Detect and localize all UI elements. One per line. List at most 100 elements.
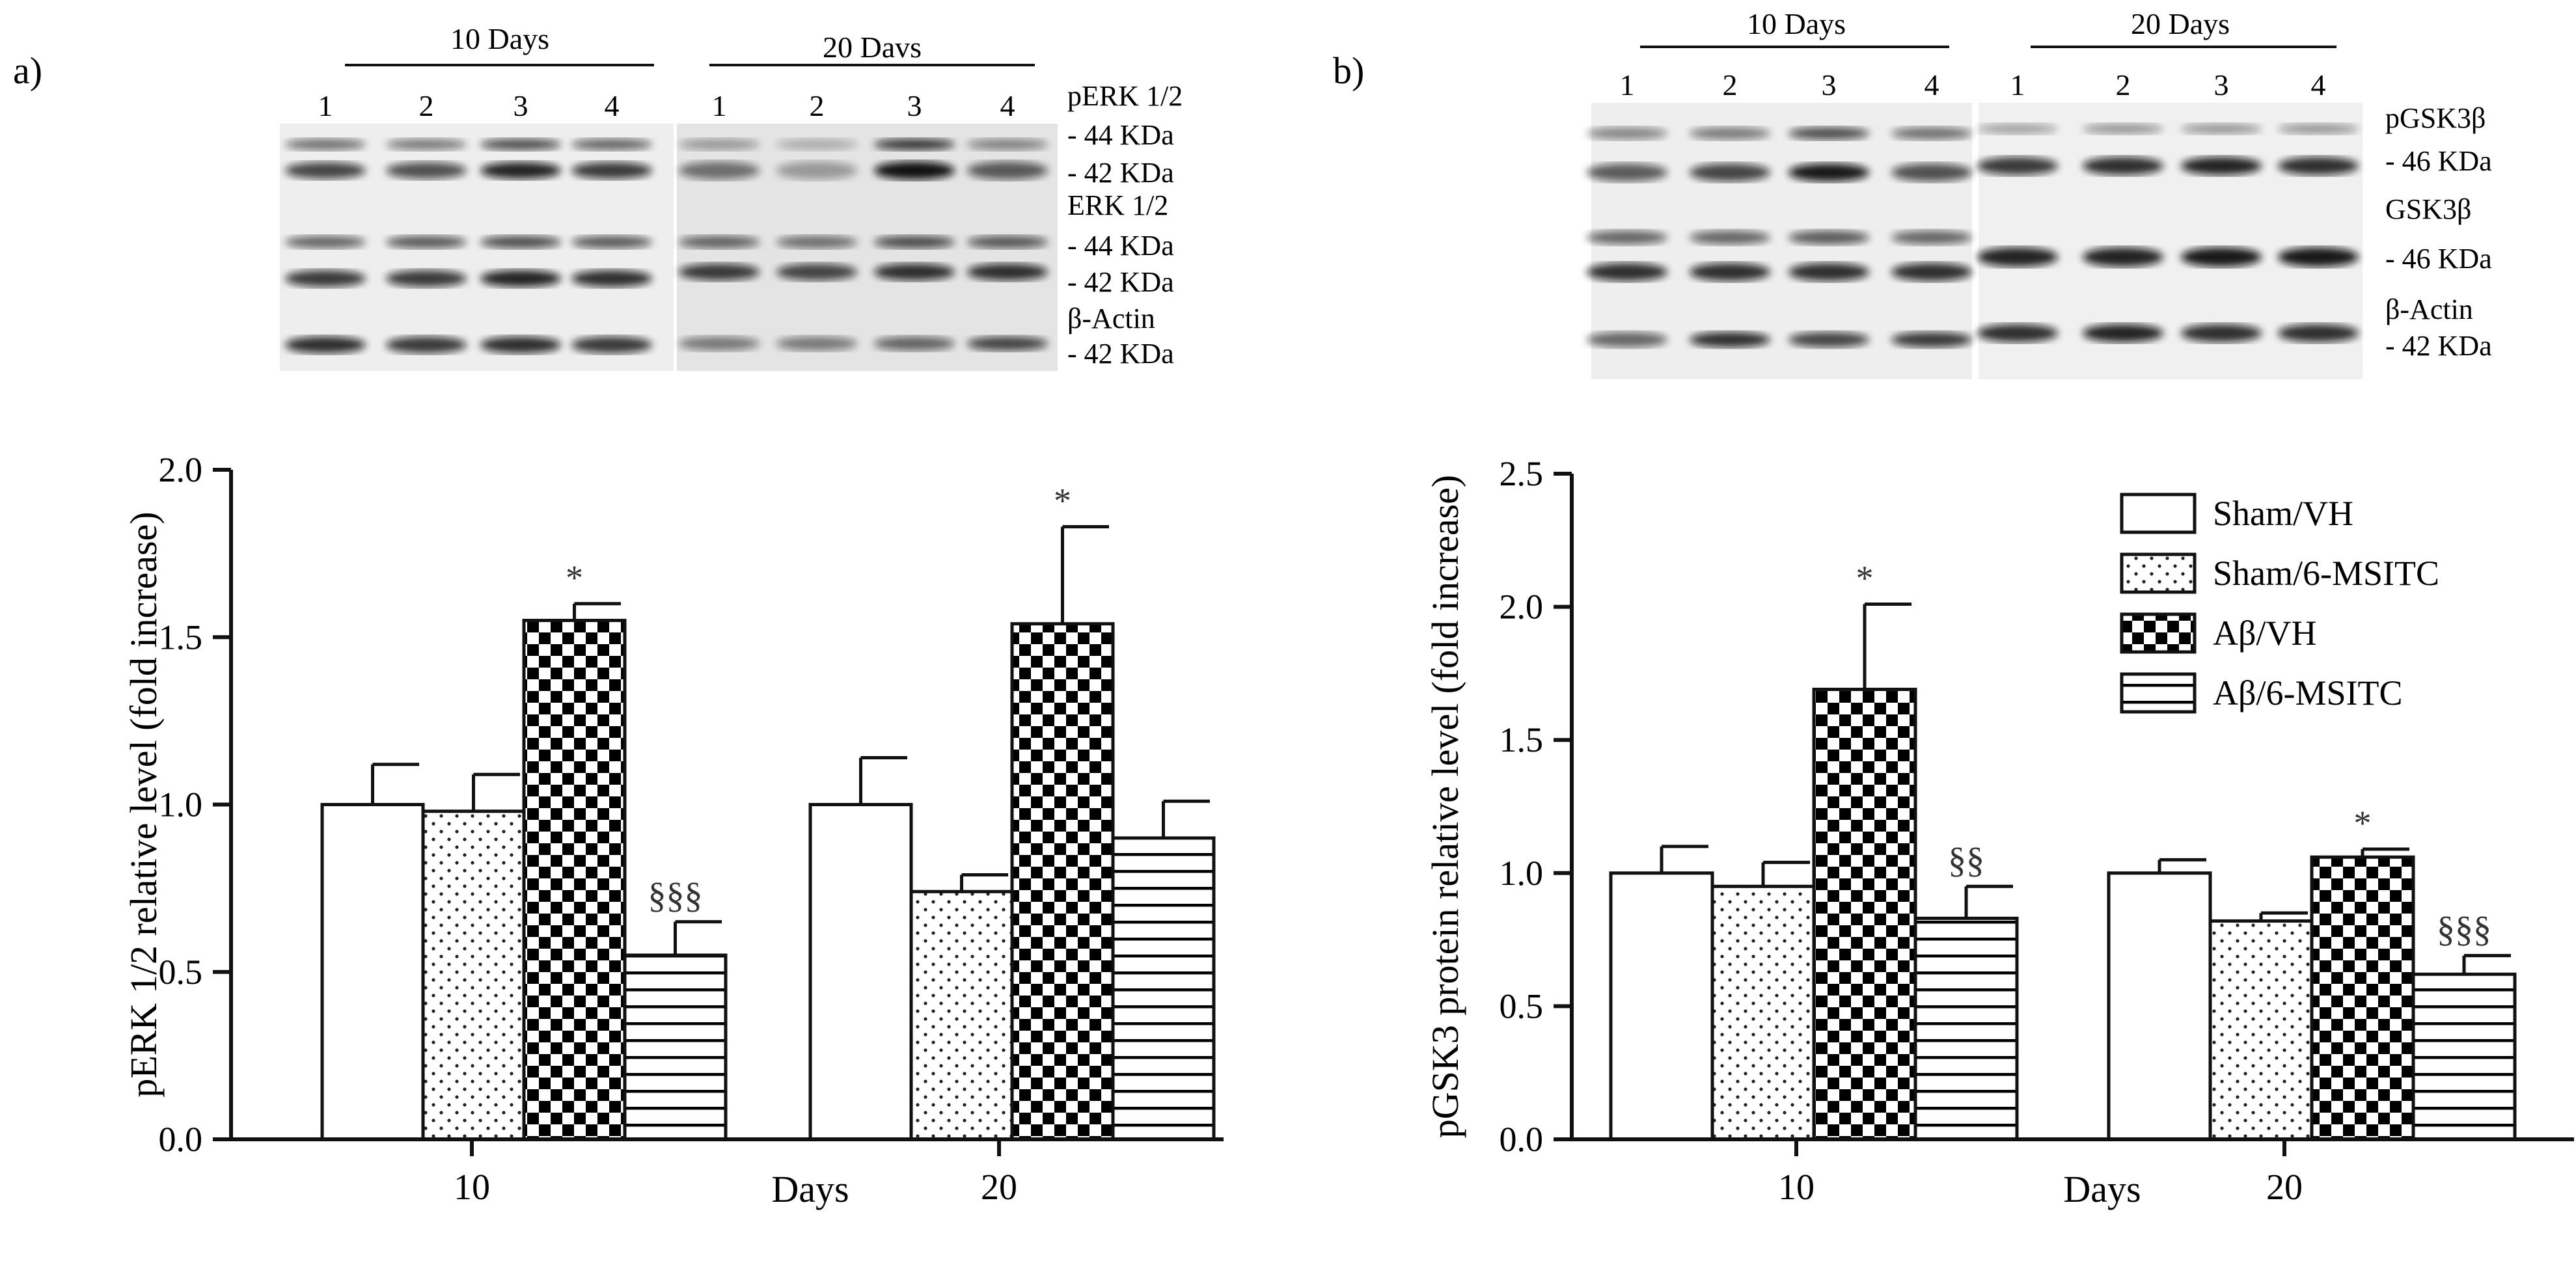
x-tick-label: 20 bbox=[981, 1167, 1017, 1208]
blot-a-left-band bbox=[285, 139, 366, 150]
blot-a-right-band bbox=[967, 139, 1048, 150]
blot-a-left-band bbox=[571, 336, 652, 353]
y-tick-label: 1.0 bbox=[159, 785, 203, 824]
blot-b-right-band bbox=[2181, 247, 2262, 267]
blot-b-right-band bbox=[1977, 124, 2058, 134]
blot-a-left-band bbox=[571, 270, 652, 287]
bar bbox=[1010, 622, 1115, 1141]
significance-marker: * bbox=[2354, 804, 2372, 843]
x-axis-label: Days bbox=[2063, 1168, 2141, 1210]
blot-b-left-band bbox=[1891, 127, 1972, 140]
y-tick-label: 2.5 bbox=[1500, 454, 1544, 493]
blot-a-label: - 42 KDa bbox=[1067, 338, 1174, 370]
blot-a-left-band bbox=[571, 139, 652, 150]
legend: Sham/VH Sham/6-MSITC Aβ/VH Aβ/6-MSITC bbox=[2120, 493, 2439, 714]
blot-b-left-band bbox=[1587, 127, 1667, 140]
blot-b-left-band bbox=[1690, 332, 1770, 347]
blot-b-lane-label: 2 bbox=[1723, 68, 1738, 102]
chart-a: * §§§ * 0.0 0.5 1.0 1.5 2.0 10 20 Days pERK 1/2 rel… bbox=[122, 450, 1224, 1210]
blot-a-left-band bbox=[571, 236, 652, 249]
blot-a-lane-label: 4 bbox=[605, 89, 620, 122]
significance-marker: §§§ bbox=[2437, 910, 2491, 950]
blot-a-right-band bbox=[776, 161, 857, 180]
blot-b-left-band bbox=[1891, 163, 1972, 182]
significance-marker: * bbox=[566, 558, 583, 597]
bar bbox=[2107, 871, 2212, 1141]
blot-a-label: - 42 KDa bbox=[1067, 157, 1174, 189]
significance-marker: * bbox=[1054, 481, 1071, 520]
blot-a-right-band bbox=[874, 336, 955, 351]
bar bbox=[623, 953, 728, 1141]
bar bbox=[808, 803, 913, 1141]
blot-b-label: - 42 KDa bbox=[2385, 330, 2492, 362]
bar bbox=[1710, 884, 1816, 1141]
blot-a-lane-label: 2 bbox=[419, 89, 434, 122]
legend-label: Aβ/VH bbox=[2213, 614, 2316, 653]
blot-a-right-band bbox=[776, 264, 857, 280]
blot-b-left-band bbox=[1587, 163, 1667, 182]
blot-b-left-band bbox=[1587, 263, 1667, 281]
blot-a-right-band bbox=[874, 264, 955, 280]
blot-b-right-band bbox=[2278, 324, 2359, 342]
blot-a-right-band bbox=[679, 336, 760, 351]
blot-b-left-band bbox=[1690, 230, 1770, 245]
blot-b-group2-label: 20 Days bbox=[2131, 7, 2230, 40]
blot-a: 10 Days 20 Davs 1 2 3 4 1 2 3 4 pERK 1/2… bbox=[280, 22, 1183, 371]
blot-a-group2-label: 20 Davs bbox=[823, 31, 922, 64]
blot-b-lane-label: 3 bbox=[1822, 68, 1837, 102]
blot-b-lane-label: 4 bbox=[2311, 68, 2326, 102]
blot-b-label: - 46 KDa bbox=[2385, 145, 2492, 177]
blot-a-left-band bbox=[386, 270, 467, 287]
blot-a-left-band bbox=[480, 336, 561, 353]
blot-b-left-band bbox=[1891, 332, 1972, 347]
blot-b-left-band bbox=[1891, 230, 1972, 245]
blot-a-lane-label: 3 bbox=[907, 89, 922, 122]
blot-a-lane-label: 1 bbox=[712, 89, 727, 122]
blot-b-right-band bbox=[2083, 324, 2163, 342]
bar bbox=[421, 809, 526, 1141]
blot-b-label: - 46 KDa bbox=[2385, 243, 2492, 275]
y-tick-label: 1.5 bbox=[1500, 720, 1544, 759]
blot-a-right-band bbox=[776, 139, 857, 150]
blot-a-right-band bbox=[679, 139, 760, 150]
bar bbox=[1609, 871, 1714, 1141]
blot-b-lane-label: 1 bbox=[1620, 68, 1635, 102]
y-tick-label: 2.0 bbox=[1500, 588, 1544, 627]
panel-a: a) 10 Days 20 Davs 1 2 3 4 1 2 3 4 pERK … bbox=[13, 22, 1224, 1210]
blot-a-left-band bbox=[480, 270, 561, 287]
blot-b-lane-label: 1 bbox=[2010, 68, 2025, 102]
legend-label: Sham/VH bbox=[2213, 494, 2353, 533]
x-tick-label: 10 bbox=[1778, 1167, 1815, 1208]
blot-b-right-band bbox=[2181, 124, 2262, 134]
y-tick-label: 1.5 bbox=[159, 617, 203, 657]
blot-a-bands bbox=[285, 139, 1048, 353]
blot-a-right-band bbox=[679, 264, 760, 280]
blot-a-lane-label: 1 bbox=[318, 89, 333, 122]
blot-a-right-band bbox=[967, 264, 1048, 280]
y-tick-label: 0.5 bbox=[1500, 986, 1544, 1025]
bar bbox=[2411, 972, 2517, 1141]
blot-a-label: - 44 KDa bbox=[1067, 119, 1174, 151]
blot-b-group1-label: 10 Days bbox=[1747, 7, 1846, 40]
bar bbox=[522, 619, 627, 1141]
blot-b-right-band bbox=[2083, 124, 2163, 134]
blot-a-label: β-Actin bbox=[1067, 303, 1155, 334]
y-tick-label: 1.0 bbox=[1500, 854, 1544, 893]
blot-b-right-band bbox=[2278, 157, 2359, 175]
blot-b-lane-label: 2 bbox=[2116, 68, 2131, 102]
blot-a-right-band bbox=[679, 236, 760, 249]
blot-a-lane-label: 4 bbox=[1000, 89, 1015, 122]
legend-swatch bbox=[2120, 493, 2197, 534]
blot-b-right-band bbox=[2278, 124, 2359, 134]
blot-b-right-band bbox=[2083, 247, 2163, 267]
legend-swatch bbox=[2120, 612, 2197, 654]
bar bbox=[1812, 687, 1917, 1141]
blot-a-left-band bbox=[285, 270, 366, 287]
blot-a-left-band bbox=[386, 139, 467, 150]
y-tick-label: 0.0 bbox=[159, 1120, 203, 1159]
blot-b-left-band bbox=[1690, 127, 1770, 140]
significance-marker: §§§ bbox=[648, 876, 703, 916]
blot-b-left-band bbox=[1891, 263, 1972, 281]
blot-b-left-band bbox=[1690, 263, 1770, 281]
